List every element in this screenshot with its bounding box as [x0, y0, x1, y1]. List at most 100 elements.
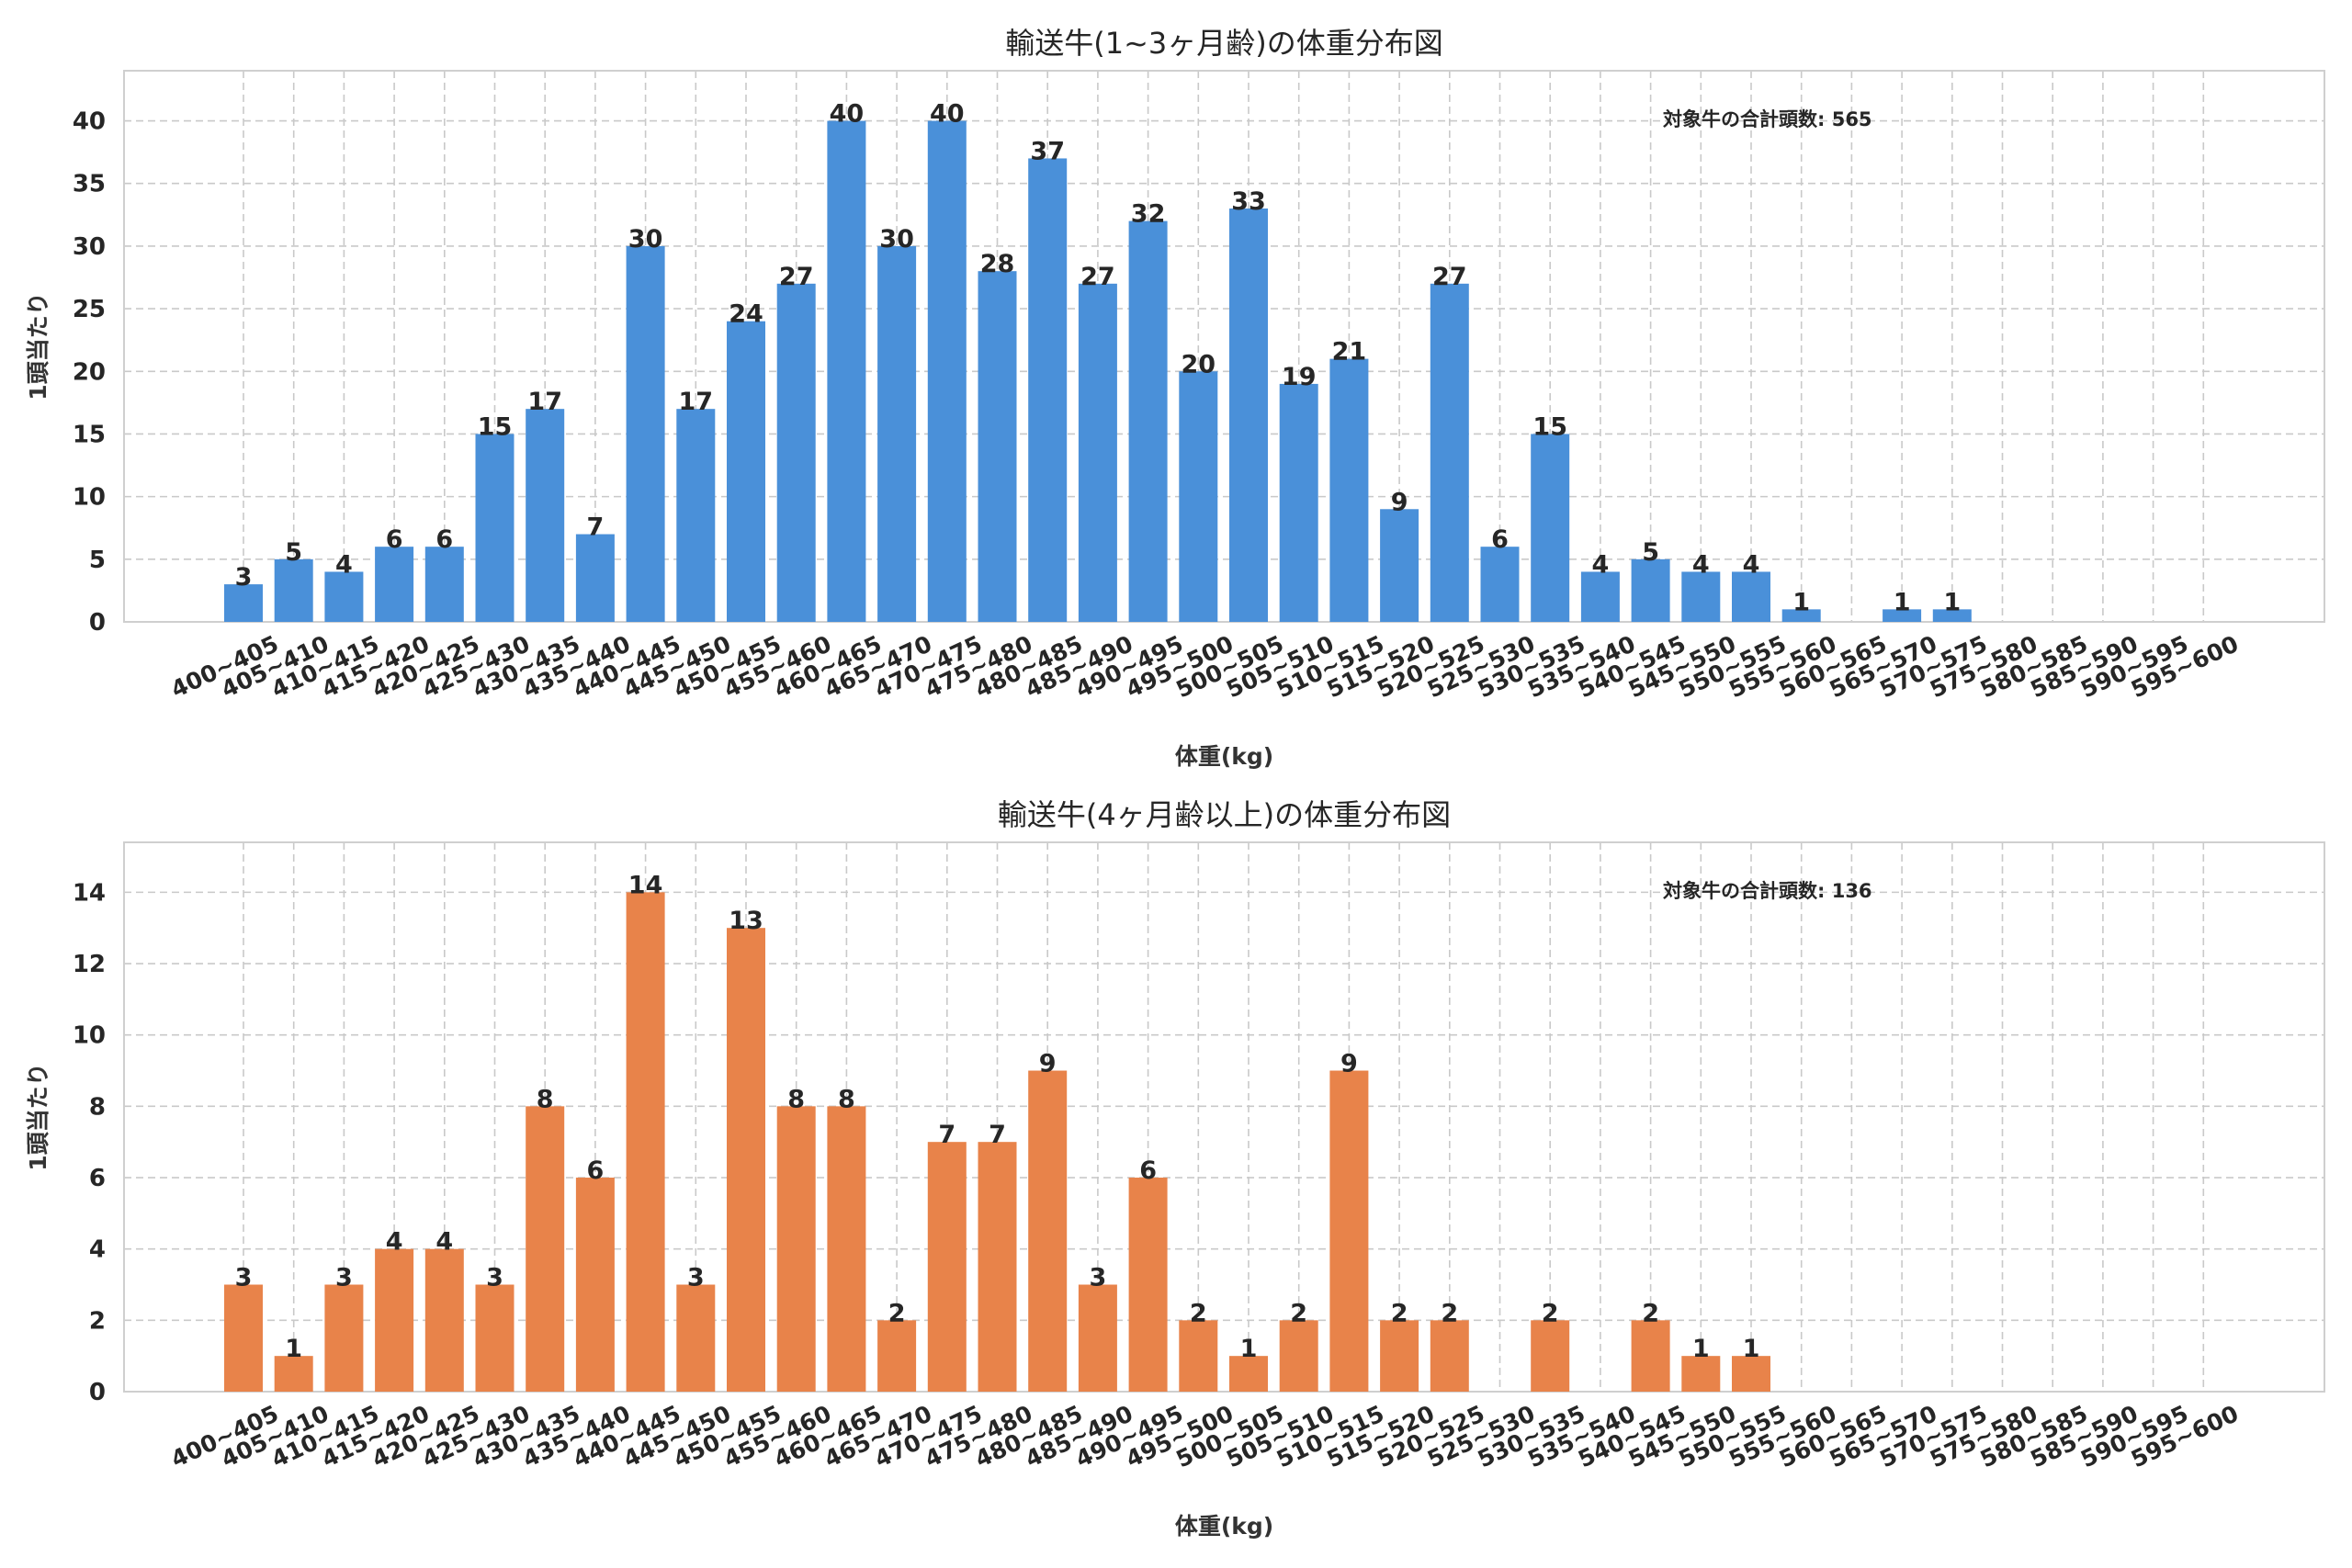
bar: [526, 409, 565, 622]
y-tick-label: 5: [89, 547, 106, 574]
y-tick-label: 6: [89, 1165, 106, 1192]
y-tick-label: 0: [89, 1379, 106, 1406]
bar: [1380, 1320, 1419, 1392]
bar: [1078, 1284, 1117, 1392]
bar: [676, 409, 716, 622]
bar: [475, 434, 514, 622]
bar-value-label: 2: [1642, 1299, 1659, 1327]
bar-value-label: 3: [687, 1264, 705, 1292]
bar: [324, 571, 364, 622]
bar-value-label: 9: [1039, 1050, 1057, 1078]
bar: [526, 1106, 565, 1392]
bar: [224, 1284, 263, 1392]
plot-frame: [123, 841, 2325, 1393]
total-count-annotation: 対象牛の合計頭数: 136: [1663, 880, 1872, 902]
bar-value-label: 2: [1441, 1299, 1458, 1327]
bar-value-label: 8: [838, 1085, 855, 1113]
bar: [274, 558, 313, 622]
y-tick-label: 10: [73, 484, 106, 512]
bar-value-label: 37: [1030, 137, 1065, 165]
y-tick-label: 0: [89, 609, 106, 637]
y-axis-label: 1頭当たり: [25, 1063, 51, 1170]
bar-value-label: 20: [1182, 350, 1216, 378]
bar-value-label: 3: [235, 563, 253, 592]
bar-value-label: 5: [1642, 538, 1659, 567]
bar-value-label: 7: [587, 513, 605, 542]
bar: [978, 1142, 1017, 1392]
plot-frame: [123, 70, 2325, 623]
bar: [1028, 1070, 1068, 1392]
bar-value-label: 40: [930, 100, 965, 129]
bar: [1229, 209, 1268, 622]
bar: [1732, 571, 1770, 622]
bar: [274, 1356, 313, 1392]
bar-value-label: 1: [1792, 588, 1810, 616]
bar-value-label: 9: [1391, 488, 1408, 516]
bar: [827, 120, 866, 622]
bar-value-label: 2: [1290, 1299, 1307, 1327]
bar: [626, 245, 665, 622]
bar: [424, 1248, 464, 1392]
bar-value-label: 30: [628, 225, 663, 254]
bar: [575, 534, 615, 622]
bar-value-label: 28: [980, 250, 1015, 278]
bar-value-label: 13: [729, 907, 763, 935]
bar: [1078, 283, 1117, 622]
bar-value-label: 6: [1491, 525, 1509, 554]
bar: [1380, 509, 1419, 622]
bar-value-label: 6: [1139, 1156, 1157, 1185]
bar: [877, 245, 917, 622]
bar-value-label: 33: [1231, 187, 1266, 216]
bar-value-label: 21: [1332, 338, 1367, 367]
bar-value-label: 2: [1542, 1299, 1559, 1327]
bar-value-label: 3: [486, 1264, 503, 1292]
bar: [877, 1320, 917, 1392]
bar: [1732, 1356, 1770, 1392]
y-tick-label: 8: [89, 1093, 106, 1121]
y-tick-label: 40: [73, 108, 106, 136]
bar-value-label: 4: [435, 1228, 453, 1257]
bar-value-label: 17: [679, 388, 714, 416]
bar: [1781, 609, 1821, 622]
y-tick-label: 30: [73, 233, 106, 261]
bar: [1279, 1320, 1318, 1392]
bar-value-label: 2: [1190, 1299, 1207, 1327]
bar: [927, 120, 967, 622]
y-tick-label: 10: [73, 1022, 106, 1050]
bar: [1580, 571, 1620, 622]
y-tick-label: 12: [73, 951, 106, 978]
bar-value-label: 27: [779, 263, 814, 291]
bar-value-label: 14: [628, 871, 663, 899]
bar: [1028, 158, 1068, 623]
bar: [1883, 609, 1922, 622]
y-tick-label: 35: [73, 171, 106, 198]
bar: [776, 1106, 816, 1392]
bar-value-label: 3: [1090, 1264, 1107, 1292]
bar: [727, 928, 765, 1392]
bar-value-label: 4: [386, 1228, 403, 1257]
bar: [1128, 1178, 1168, 1392]
bar: [1279, 383, 1318, 622]
bar-value-label: 1: [1943, 588, 1961, 616]
bar-value-label: 4: [1592, 550, 1610, 579]
bar: [575, 1178, 615, 1392]
bar: [1631, 1320, 1670, 1392]
bar-value-label: 1: [1743, 1335, 1760, 1363]
bar-value-label: 8: [537, 1085, 554, 1113]
x-axis-label: 体重(kg): [1175, 743, 1273, 770]
bar: [1430, 1320, 1469, 1392]
bar: [1229, 1356, 1268, 1392]
bar-value-label: 9: [1340, 1050, 1358, 1078]
bar-value-label: 32: [1131, 200, 1166, 229]
bar: [626, 892, 665, 1392]
bar-value-label: 7: [938, 1121, 956, 1149]
bar: [1932, 609, 1972, 622]
bar-value-label: 4: [1692, 550, 1710, 579]
x-axis-label: 体重(kg): [1175, 1513, 1273, 1540]
bar: [424, 547, 464, 622]
bar-value-label: 1: [1240, 1335, 1258, 1363]
bar: [1430, 283, 1469, 622]
bar-value-label: 1: [1894, 588, 1911, 616]
